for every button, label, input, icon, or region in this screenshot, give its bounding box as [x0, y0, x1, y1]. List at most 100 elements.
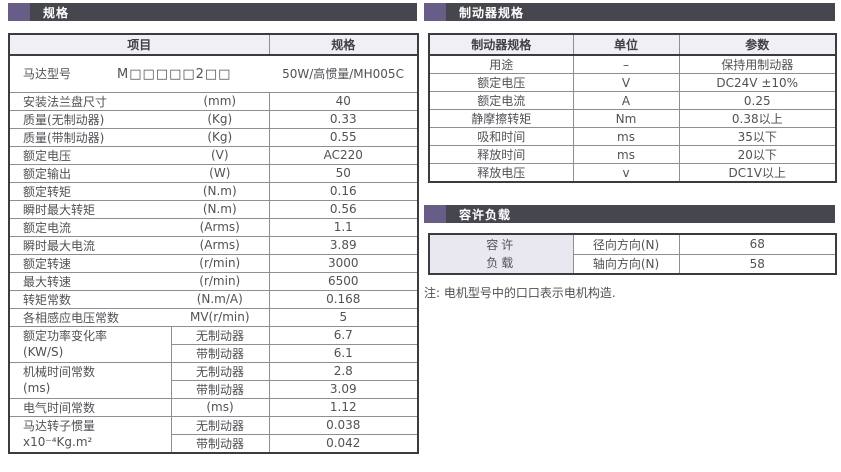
table-row: 额定电压 V DC24V ±10%: [428, 73, 837, 92]
brake-row-label: 吸和时间: [428, 127, 574, 146]
spec-value: 0.16: [268, 181, 419, 201]
spec-section: 规格 项目 规格 马达型号 M□□□□□2□□ 50W/高惯量/MH005C 安装法兰…: [8, 3, 420, 454]
table-row: 各相感应电压常数 MV(r/min) 5: [8, 307, 419, 327]
spec-row-unit: (r/min): [170, 253, 270, 273]
table-row: 马达转子惯量 x10⁻⁴Kg.m² 无制动器 0.038: [8, 415, 419, 453]
spec-row-label: 电气时间常数: [8, 397, 172, 417]
brake-row-label: 释放电压: [428, 163, 574, 183]
table-row: 瞬时最大转矩 (N.m) 0.56: [8, 199, 419, 219]
spec-row-label: 各相感应电压常数: [8, 307, 171, 327]
spec-row-label: 额定功率变化率 (KW/S): [8, 325, 172, 363]
table-row: 容许 负载 径向方向(N) 68: [428, 233, 837, 275]
brake-table-header-row: 制动器规格 单位 参数: [428, 33, 837, 56]
load-direction: 轴向方向(N): [572, 253, 680, 275]
brake-row-unit: v: [572, 163, 680, 183]
spec-value: 50: [268, 163, 419, 183]
spec-row-label: 安装法兰盘尺寸: [8, 91, 171, 111]
section-header-load: 容许负载: [424, 205, 835, 223]
table-row: 额定输出 (W) 50: [8, 163, 419, 183]
section-header-spec: 规格: [8, 3, 417, 21]
brake-row-unit: –: [572, 54, 680, 74]
table-row: 电气时间常数 (ms) 1.12: [8, 397, 419, 417]
purple-accent-square: [424, 205, 446, 223]
spec-row-unit: (r/min): [170, 271, 270, 291]
spec-row-label: 额定转速: [8, 253, 171, 273]
brake-row-label: 额定电流: [428, 91, 574, 110]
spec-row-label: 瞬时最大转矩: [8, 199, 171, 219]
spec-row-variant: 带制动器: [170, 343, 270, 363]
table-row: 质量(无制动器) (Kg) 0.33: [8, 109, 419, 129]
spec-table-header-row: 项目 规格: [8, 33, 419, 56]
brake-row-value: 0.38以上: [678, 109, 837, 128]
spec-row-unit: MV(r/min): [170, 307, 270, 327]
spec-value: AC220: [268, 145, 419, 165]
brake-row-unit: ms: [572, 145, 680, 164]
spec-row-label-line: (ms): [23, 381, 51, 395]
brake-row-unit: A: [572, 91, 680, 110]
spec-value: 1.1: [268, 217, 419, 237]
spec-row-label-line: x10⁻⁴Kg.m²: [23, 435, 93, 449]
spec-value: 50W/高惯量/MH005C: [268, 54, 419, 93]
table-row: 带制动器 0.042: [9, 433, 419, 453]
spec-row-label: 额定电流: [8, 217, 171, 237]
spec-row-label-line: 机械时间常数: [23, 364, 96, 379]
section-header-brake: 制动器规格: [424, 3, 835, 21]
spec-value: 3.89: [268, 235, 419, 255]
brake-row-value: 0.25: [678, 91, 837, 110]
spec-row-unit: (Arms): [170, 217, 270, 237]
table-row: 质量(带制动器) (Kg) 0.55: [8, 127, 419, 147]
brake-row-label: 释放时间: [428, 145, 574, 164]
brake-row-value: DC24V ±10%: [678, 73, 837, 92]
spec-table: 项目 规格 马达型号 M□□□□□2□□ 50W/高惯量/MH005C 安装法兰盘尺寸…: [8, 33, 420, 454]
table-row: 吸和时间 ms 35以下: [428, 127, 837, 146]
spec-row-variant: 无制动器: [170, 415, 270, 435]
brake-col-header-item: 制动器规格: [428, 33, 574, 56]
motor-model-cell: 马达型号 M□□□□□2□□: [8, 54, 270, 93]
spec-row-label: 额定转矩: [8, 181, 171, 201]
spec-row-unit: (N.m/A): [170, 289, 270, 309]
spec-value: 0.33: [268, 109, 419, 129]
brake-spec-table: 制动器规格 单位 参数 用途 – 保持用制动器 额定电压 V DC24V ±10% 额定电流…: [428, 33, 837, 183]
spec-row-unit: (Kg): [170, 127, 270, 147]
spec-row-unit: (N.m): [170, 199, 270, 219]
spec-row-variant: 无制动器: [170, 325, 270, 345]
table-row: 额定电压 (V) AC220: [8, 145, 419, 165]
spec-value: 0.042: [268, 433, 419, 453]
spec-col-header-item: 项目: [8, 33, 270, 56]
brake-row-unit: ms: [572, 127, 680, 146]
brake-row-value: DC1V以上: [678, 163, 837, 183]
spec-value: 0.55: [268, 127, 419, 147]
brake-section-title: 制动器规格: [459, 5, 525, 20]
brake-col-header-value: 参数: [678, 33, 837, 56]
table-row: 瞬时最大电流 (Arms) 3.89: [8, 235, 419, 255]
table-row: 释放电压 v DC1V以上: [428, 163, 837, 183]
spec-row-unit: (V): [170, 145, 270, 165]
spec-row-label: 额定电压: [8, 145, 171, 165]
spec-row-variant: 带制动器: [170, 379, 270, 399]
table-row: 转矩常数 (N.m/A) 0.168: [8, 289, 419, 309]
spec-value: 0.56: [268, 199, 419, 219]
brake-and-load-section: 制动器规格 制动器规格 单位 参数 用途 – 保持用制动器 额定电压 V DC24V ±1…: [424, 3, 837, 301]
table-row: 额定功率变化率 (KW/S) 无制动器 6.7: [8, 325, 419, 363]
spec-value: 0.038: [268, 415, 419, 435]
brake-row-label: 额定电压: [428, 73, 574, 92]
table-row: 释放时间 ms 20以下: [428, 145, 837, 164]
brake-row-unit: Nm: [572, 109, 680, 128]
load-direction: 径向方向(N): [572, 233, 680, 255]
spec-value: 2.8: [268, 361, 419, 381]
spec-row-label: 质量(无制动器): [8, 109, 171, 129]
table-row: 安装法兰盘尺寸 (mm) 40: [8, 91, 419, 111]
table-row: 轴向方向(N) 58: [429, 253, 837, 275]
spec-section-title: 规格: [43, 5, 70, 20]
spec-value: 6500: [268, 271, 419, 291]
motor-model-code: M□□□□□2□□: [117, 67, 232, 83]
spec-row-label: 机械时间常数 (ms): [8, 361, 172, 399]
spec-row-label: 质量(带制动器): [8, 127, 171, 147]
spec-value: 3000: [268, 253, 419, 273]
table-row: 机械时间常数 (ms) 无制动器 2.8: [8, 361, 419, 399]
brake-row-label: 用途: [428, 54, 574, 74]
spec-value: 3.09: [268, 379, 419, 399]
table-row: 额定转速 (r/min) 3000: [8, 253, 419, 273]
spec-value: 1.12: [268, 397, 419, 417]
spec-value: 40: [268, 91, 419, 111]
